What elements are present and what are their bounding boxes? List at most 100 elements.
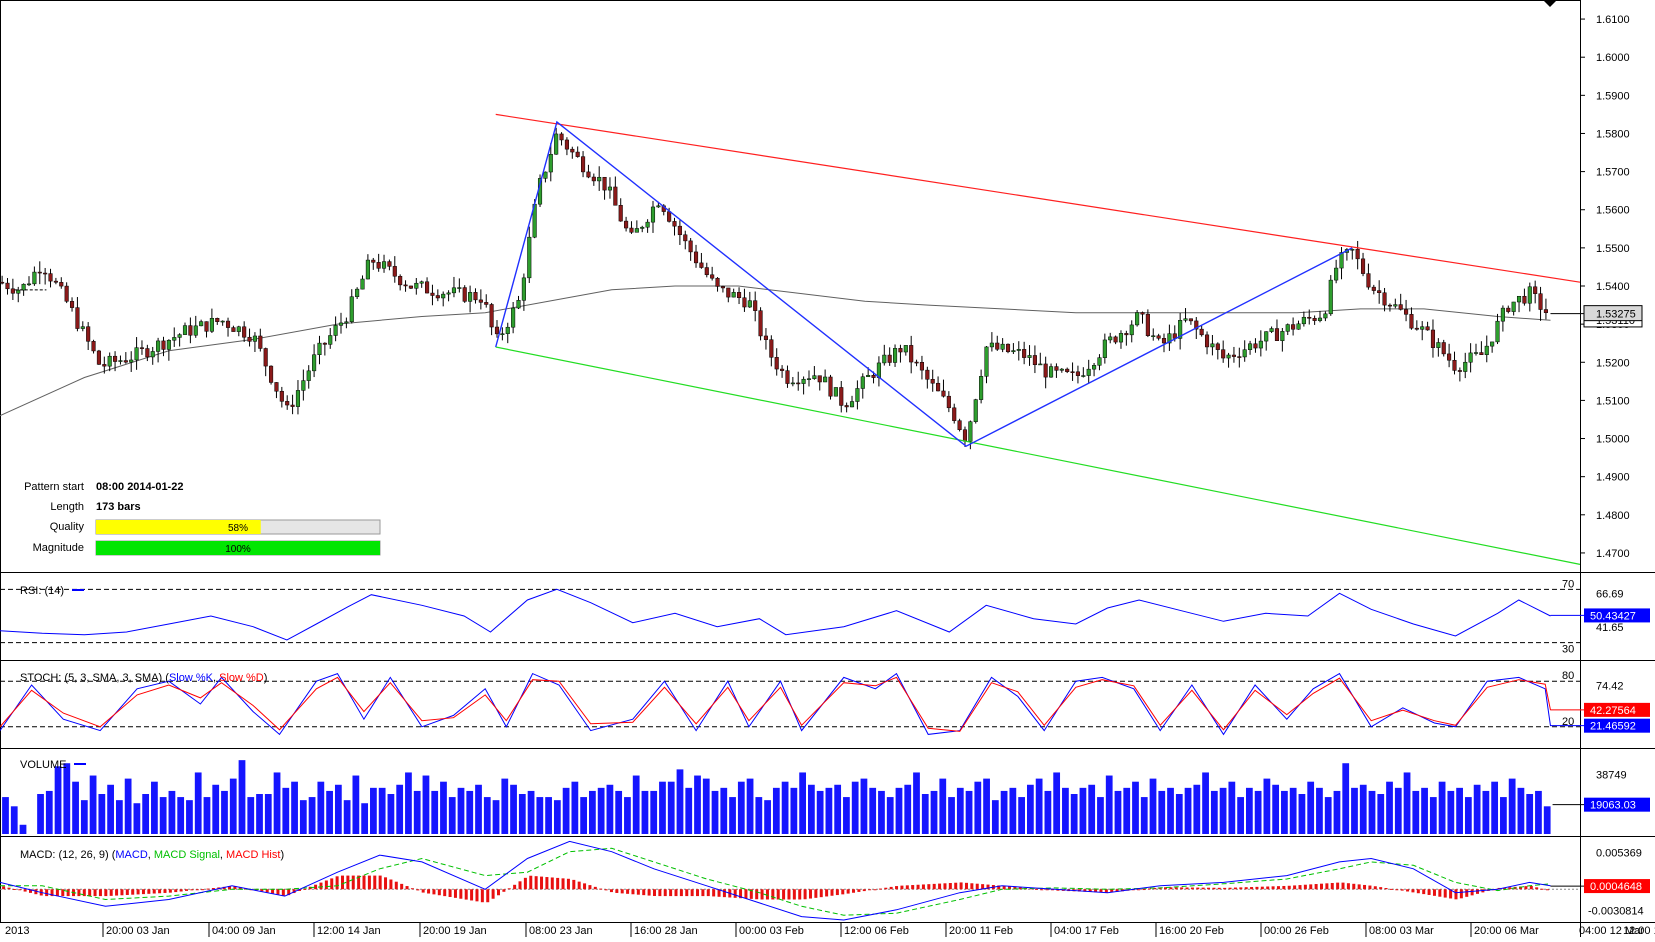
volume-bar [1272,784,1280,834]
candle-up [1350,248,1355,251]
macd-hist-bar [1228,887,1232,890]
candle-down [785,370,790,384]
candle-down [279,390,284,402]
candle-down [564,139,569,150]
candle-up [220,320,225,323]
macd-hist-bar [2,886,6,890]
candle-down [887,354,892,363]
macd-hist-bar [158,889,162,894]
candle-down [408,285,413,289]
macd-hist-bar [739,889,743,899]
macd-hist-bar [986,884,990,890]
candle-down [1457,370,1462,372]
volume-bar [370,787,377,834]
price-tick-label: 1.5600 [1596,205,1630,217]
candle-down [871,375,876,378]
candle-down [371,259,376,263]
volume-bar [518,794,526,834]
candle-up [607,186,613,191]
macd-hist-bar [1449,889,1453,899]
stoch-title-line: STOCH: (5, 3, SMA, 3, SMA) (Slow %K, Slo… [20,672,267,684]
macd-hist-bar [701,889,705,897]
candle-down [1538,293,1543,310]
volume-bar [1009,787,1017,834]
macd-hist-bar [663,889,667,897]
macd-hist-bar [631,889,635,895]
volume-bar [1307,781,1315,834]
macd-hist-bar [394,881,398,890]
volume-bar [352,775,360,834]
macd-hist-bar [152,889,156,894]
macd-hist-bar [432,889,436,895]
macd-hist-bar [1368,885,1372,890]
macd-panel: 0.005369 -0.0030814 0.0004648 [0,840,1650,921]
volume-bar [63,763,71,834]
candle-down [376,262,381,269]
volume-bar [107,784,114,834]
candle-down [898,348,903,353]
candle-down [215,317,220,322]
candle-up [855,388,860,402]
candle-down [489,304,494,328]
macd-hist-bar [427,889,431,894]
macd-hist-bar [265,889,269,893]
macd-hist-bar [185,889,189,891]
macd-hist-bar [873,889,877,891]
volume-bar [1053,772,1061,834]
candle-down [742,297,747,308]
candle-down [1377,290,1382,294]
volume-bar [764,800,771,834]
macd-hist-bar [808,889,812,899]
candle-up [468,292,473,302]
volume-bar [641,790,649,834]
volume-bar [1403,772,1411,834]
price-tick-label: 1.5400 [1596,281,1630,293]
candle-up [355,288,360,297]
price-tick-label: 1.4800 [1596,510,1630,522]
macd-hist-bar [1416,889,1420,894]
candle-up [973,399,978,422]
macd-hist-bar [1169,887,1173,890]
volume-bar [501,778,509,834]
macd-hist-bar [1379,887,1383,890]
volume-bar [571,781,579,834]
macd-hist-bar [1260,886,1264,890]
volume-bar [1359,784,1367,834]
magnitude-bar-fill [96,541,380,555]
macd-hist-bar [787,889,791,900]
candle-up [32,271,37,285]
macd-hist-bar [319,882,323,890]
macd-hist-bar [771,889,775,900]
candle-up [1048,366,1054,378]
candle-down [704,267,709,276]
macd-hist-bar [696,889,700,897]
volume-bar [247,797,255,834]
volume-bar [843,797,850,834]
candle-down [720,286,725,289]
price-tick-label: 1.5800 [1596,128,1630,140]
macd-hist-bar [981,884,985,890]
macd-hist-bar [1298,885,1302,890]
price-tick-label: 1.6000 [1596,52,1630,64]
macd-hist-bar [131,889,135,895]
volume-bar [729,797,736,834]
candle-up [209,317,214,332]
candle-up [166,339,171,350]
macd-hist-bar [513,884,517,890]
volume-bar [991,800,999,834]
macd-hist-bar [1137,889,1141,891]
candle-up [801,378,806,384]
candle-up [597,176,602,182]
macd-hist-bar [1239,887,1243,890]
candle-up [306,370,311,381]
rsi-current-label: 50.43427 [1590,610,1636,622]
volume-bar [659,781,666,834]
macd-hist-bar [297,889,301,891]
macd-hist-bar [190,889,194,891]
macd-hist-bar [760,889,764,900]
candle-up [1484,345,1489,355]
macd-hist-bar [147,889,151,894]
candle-up [968,421,973,442]
candle-up [446,292,451,295]
candle-up [451,287,457,294]
